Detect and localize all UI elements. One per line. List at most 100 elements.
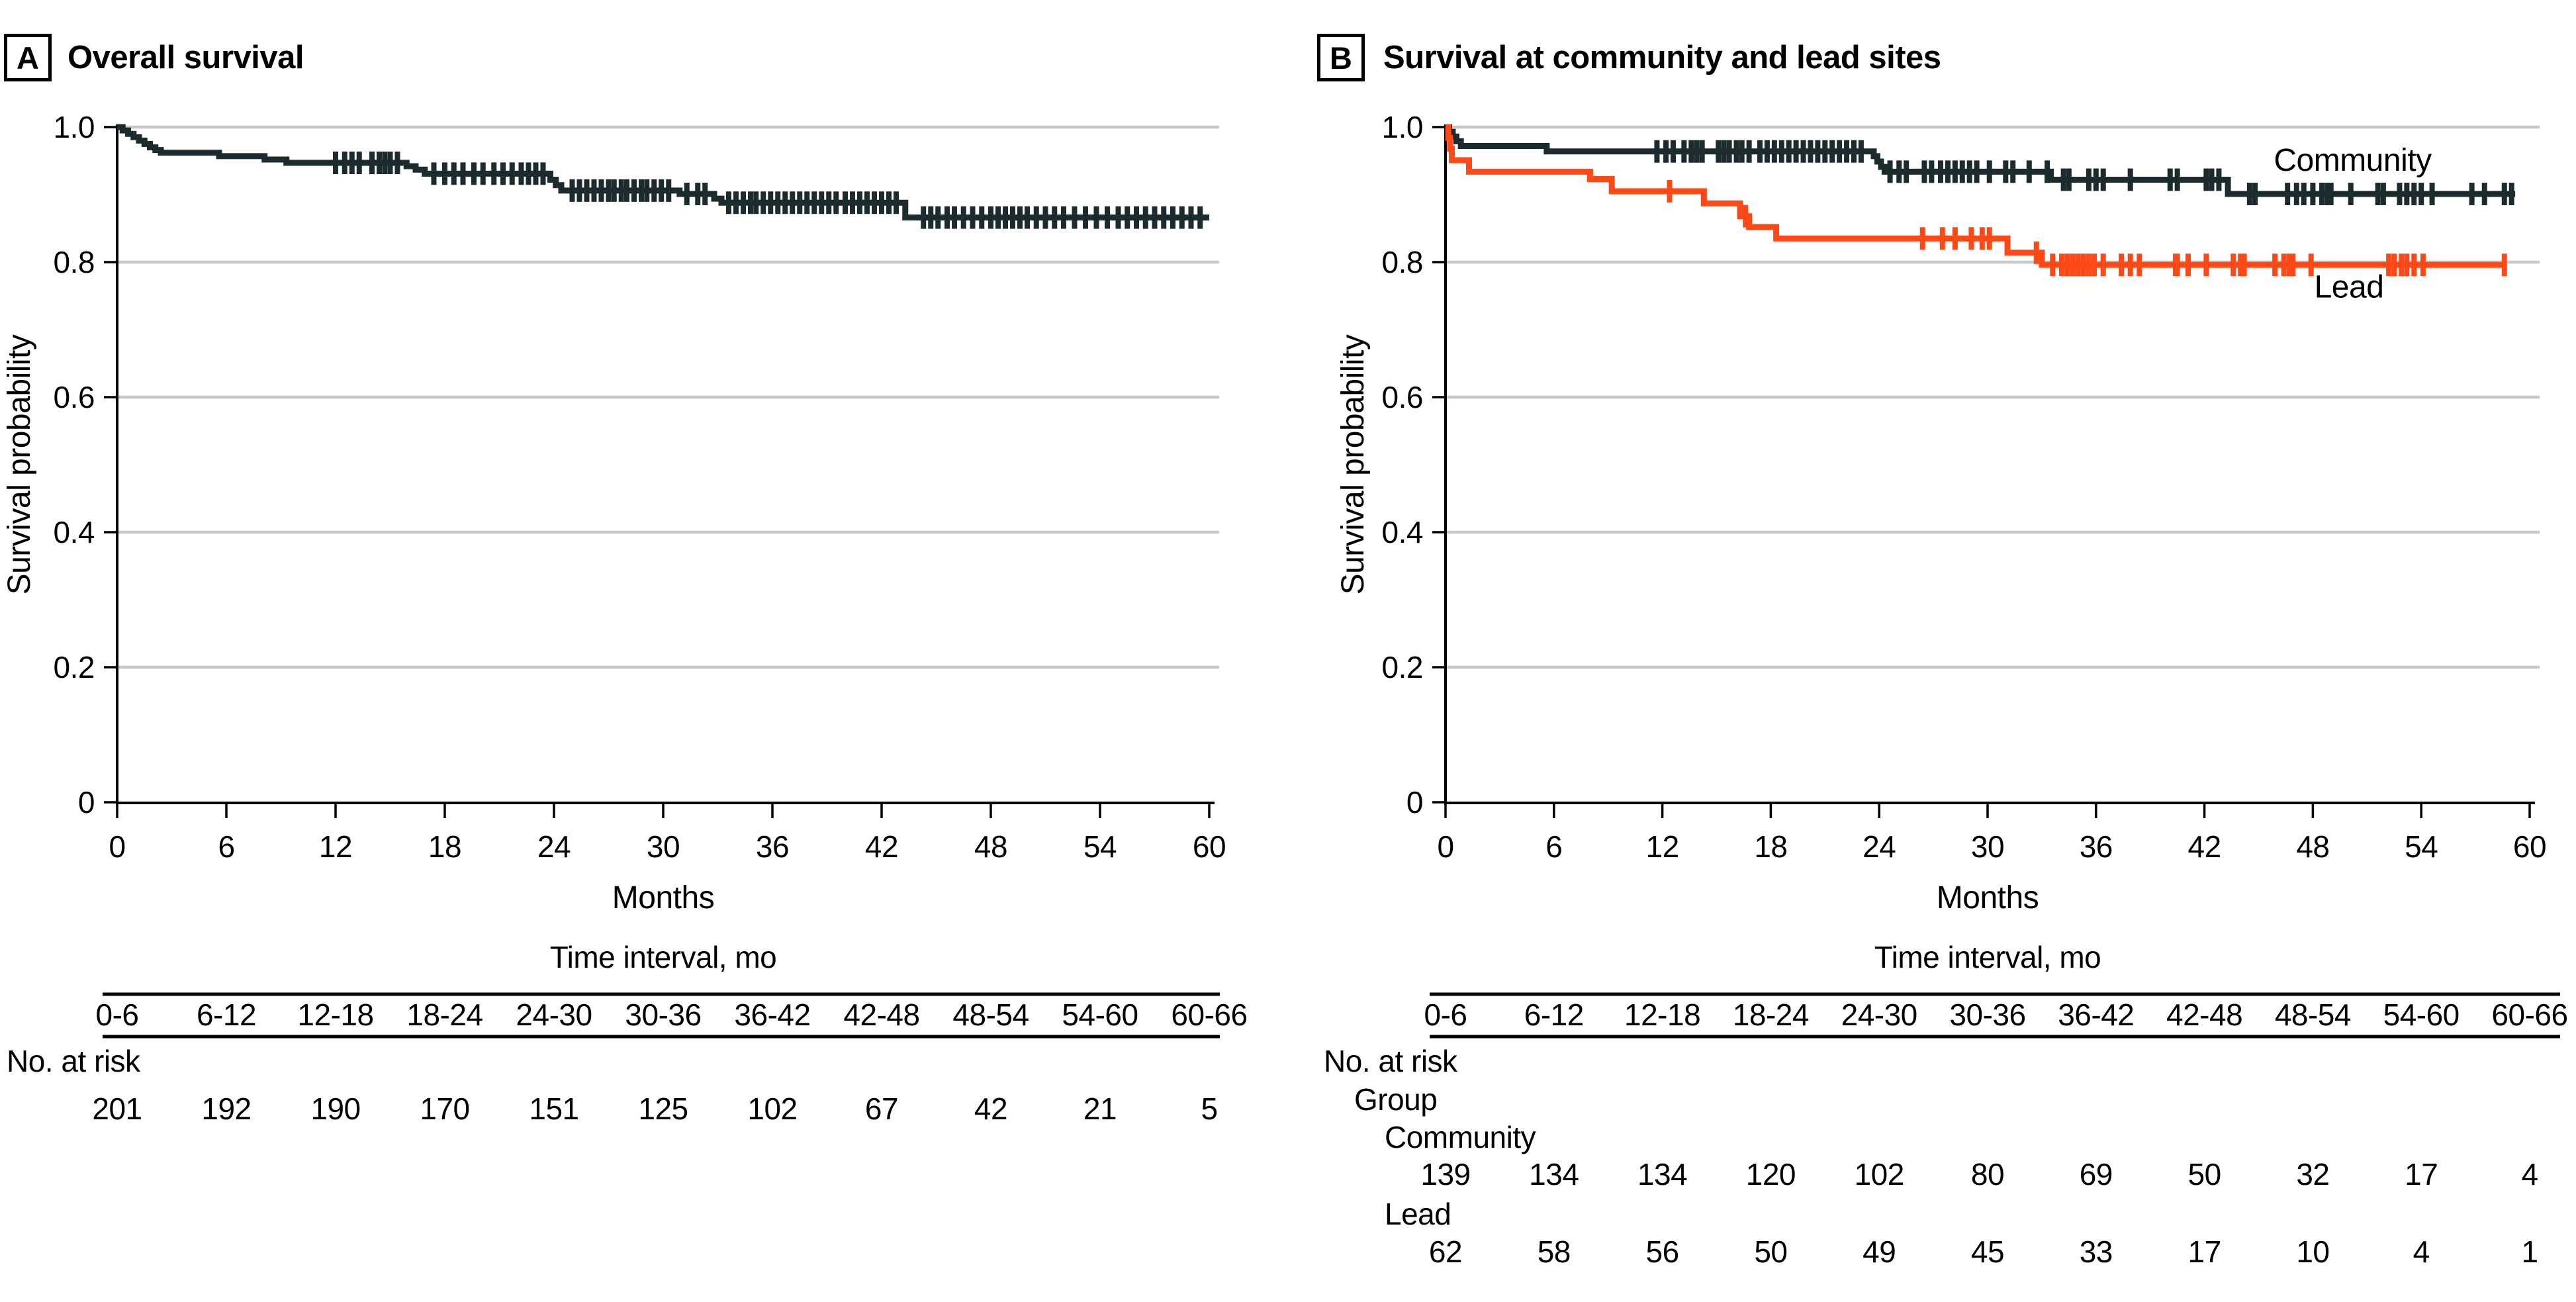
interval-label: 0-6 — [96, 998, 139, 1032]
risk-value: 67 — [865, 1092, 898, 1126]
y-axis-title: Survival probability — [2, 334, 37, 594]
x-tick-label: 0 — [1437, 829, 1453, 864]
x-tick-label: 18 — [428, 829, 461, 864]
risk-value-community: 102 — [1855, 1157, 1904, 1191]
risk-value-lead: 62 — [1429, 1234, 1462, 1269]
interval-label: 60-66 — [1171, 998, 1247, 1032]
x-tick-label: 60 — [2513, 829, 2546, 864]
panel-b-plot: 0 0.2 0.4 0.6 0.8 1.0 0 6 12 18 24 30 36 42 48 54 60 Mont… — [1336, 110, 2547, 915]
risk-value-lead: 58 — [1538, 1234, 1571, 1269]
interval-label: 12-18 — [1624, 998, 1700, 1032]
risk-value: 42 — [974, 1092, 1007, 1126]
group-name-lead: Lead — [1385, 1197, 1451, 1231]
interval-label: 6-12 — [1524, 998, 1584, 1032]
risk-value-lead: 45 — [1971, 1234, 2004, 1269]
risk-value: 5 — [1201, 1092, 1217, 1126]
x-axis-title: Months — [1937, 880, 2039, 915]
x-tick-label: 12 — [1646, 829, 1679, 864]
panel-a-plot: 0 0.2 0.4 0.6 0.8 1.0 0 6 12 18 24 30 36 42 48 54 60 Mont… — [2, 110, 1226, 915]
interval-label: 30-36 — [625, 998, 701, 1032]
x-tick-label: 12 — [319, 829, 352, 864]
y-tick-label: 0.2 — [1382, 650, 1423, 684]
risk-value: 190 — [310, 1092, 360, 1126]
interval-label: 42-48 — [843, 998, 919, 1032]
panel-a-letter: A — [17, 40, 39, 75]
x-tick-label: 42 — [2188, 829, 2221, 864]
risk-value: 192 — [201, 1092, 251, 1126]
risk-value-community: 17 — [2405, 1157, 2438, 1191]
risk-value-lead: 49 — [1863, 1234, 1896, 1269]
y-tick-label: 1.0 — [1382, 110, 1423, 144]
interval-label: 6-12 — [197, 998, 256, 1032]
x-axis-title: Months — [612, 880, 714, 915]
risk-table-b: Time interval, mo 0-6 6-12 12-18 18-24 24-30 3… — [1324, 940, 2568, 1269]
x-tick-label: 18 — [1754, 829, 1787, 864]
risk-value: 125 — [638, 1092, 688, 1126]
y-tick-label: 0 — [78, 785, 95, 819]
interval-label: 54-60 — [2383, 998, 2460, 1032]
x-tick-label: 42 — [865, 829, 898, 864]
y-tick-label: 1.0 — [54, 110, 95, 144]
interval-label: 48-54 — [2275, 998, 2351, 1032]
risk-value-community: 50 — [2188, 1157, 2221, 1191]
km-curve-overall — [117, 124, 1209, 221]
x-tick-label: 48 — [974, 829, 1007, 864]
x-tick-label: 6 — [1545, 829, 1562, 864]
interval-label: 18-24 — [406, 998, 483, 1032]
panel-b-title: Survival at community and lead sites — [1383, 40, 1941, 75]
risk-table-a: Time interval, mo 0-6 6-12 12-18 18-24 24-30 3… — [7, 940, 1248, 1126]
y-tick-label: 0.8 — [54, 245, 95, 279]
interval-label: 30-36 — [1949, 998, 2025, 1032]
y-tick-label: 0.8 — [1382, 245, 1423, 279]
panel-b-letter-box: B — [1317, 34, 1365, 81]
risk-value-lead: 1 — [2521, 1234, 2538, 1269]
risk-value-lead: 4 — [2413, 1234, 2430, 1269]
x-tick-label: 24 — [1863, 829, 1896, 864]
no-at-risk-label: No. at risk — [1324, 1044, 1458, 1078]
risk-value-lead: 33 — [2080, 1234, 2113, 1269]
x-tick-label: 36 — [756, 829, 789, 864]
x-tick-label: 48 — [2296, 829, 2329, 864]
risk-value: 170 — [420, 1092, 469, 1126]
panel-a-title: Overall survival — [68, 40, 304, 75]
risk-value-community: 139 — [1420, 1157, 1470, 1191]
x-tick-label: 60 — [1193, 829, 1226, 864]
risk-value-lead: 50 — [1754, 1234, 1787, 1269]
risk-value-community: 69 — [2080, 1157, 2113, 1191]
interval-label: 24-30 — [516, 998, 592, 1032]
interval-label: 42-48 — [2166, 998, 2242, 1032]
interval-label: 0-6 — [1424, 998, 1467, 1032]
interval-label: 18-24 — [1733, 998, 1809, 1032]
risk-value-community: 134 — [1637, 1157, 1687, 1191]
interval-label: 60-66 — [2491, 998, 2567, 1032]
series-label-community: Community — [2274, 143, 2432, 178]
series-label-lead: Lead — [2315, 270, 2384, 305]
y-tick-label: 0.4 — [54, 515, 95, 549]
risk-table-title: Time interval, mo — [1874, 940, 2101, 974]
risk-value-community: 4 — [2521, 1157, 2538, 1191]
group-name-community: Community — [1385, 1120, 1536, 1154]
y-tick-label: 0.6 — [1382, 380, 1423, 414]
interval-label: 24-30 — [1841, 998, 1917, 1032]
panel-a-letter-box: A — [4, 34, 52, 81]
x-tick-label: 30 — [1971, 829, 2004, 864]
y-tick-label: 0.6 — [54, 380, 95, 414]
risk-value-community: 134 — [1529, 1157, 1579, 1191]
interval-label: 48-54 — [952, 998, 1029, 1032]
interval-label: 36-42 — [734, 998, 810, 1032]
y-tick-label: 0 — [1406, 785, 1423, 819]
x-tick-label: 54 — [1083, 829, 1117, 864]
x-tick-label: 6 — [218, 829, 234, 864]
panel-b-letter: B — [1330, 40, 1352, 75]
x-tick-label: 54 — [2405, 829, 2438, 864]
interval-label: 36-42 — [2058, 998, 2134, 1032]
risk-value-community: 32 — [2296, 1157, 2329, 1191]
y-tick-label: 0.2 — [54, 650, 95, 684]
risk-value: 151 — [529, 1092, 578, 1126]
risk-value: 201 — [92, 1092, 142, 1126]
group-label: Group — [1354, 1082, 1437, 1117]
risk-value-lead: 10 — [2296, 1234, 2329, 1269]
risk-value: 21 — [1083, 1092, 1117, 1126]
